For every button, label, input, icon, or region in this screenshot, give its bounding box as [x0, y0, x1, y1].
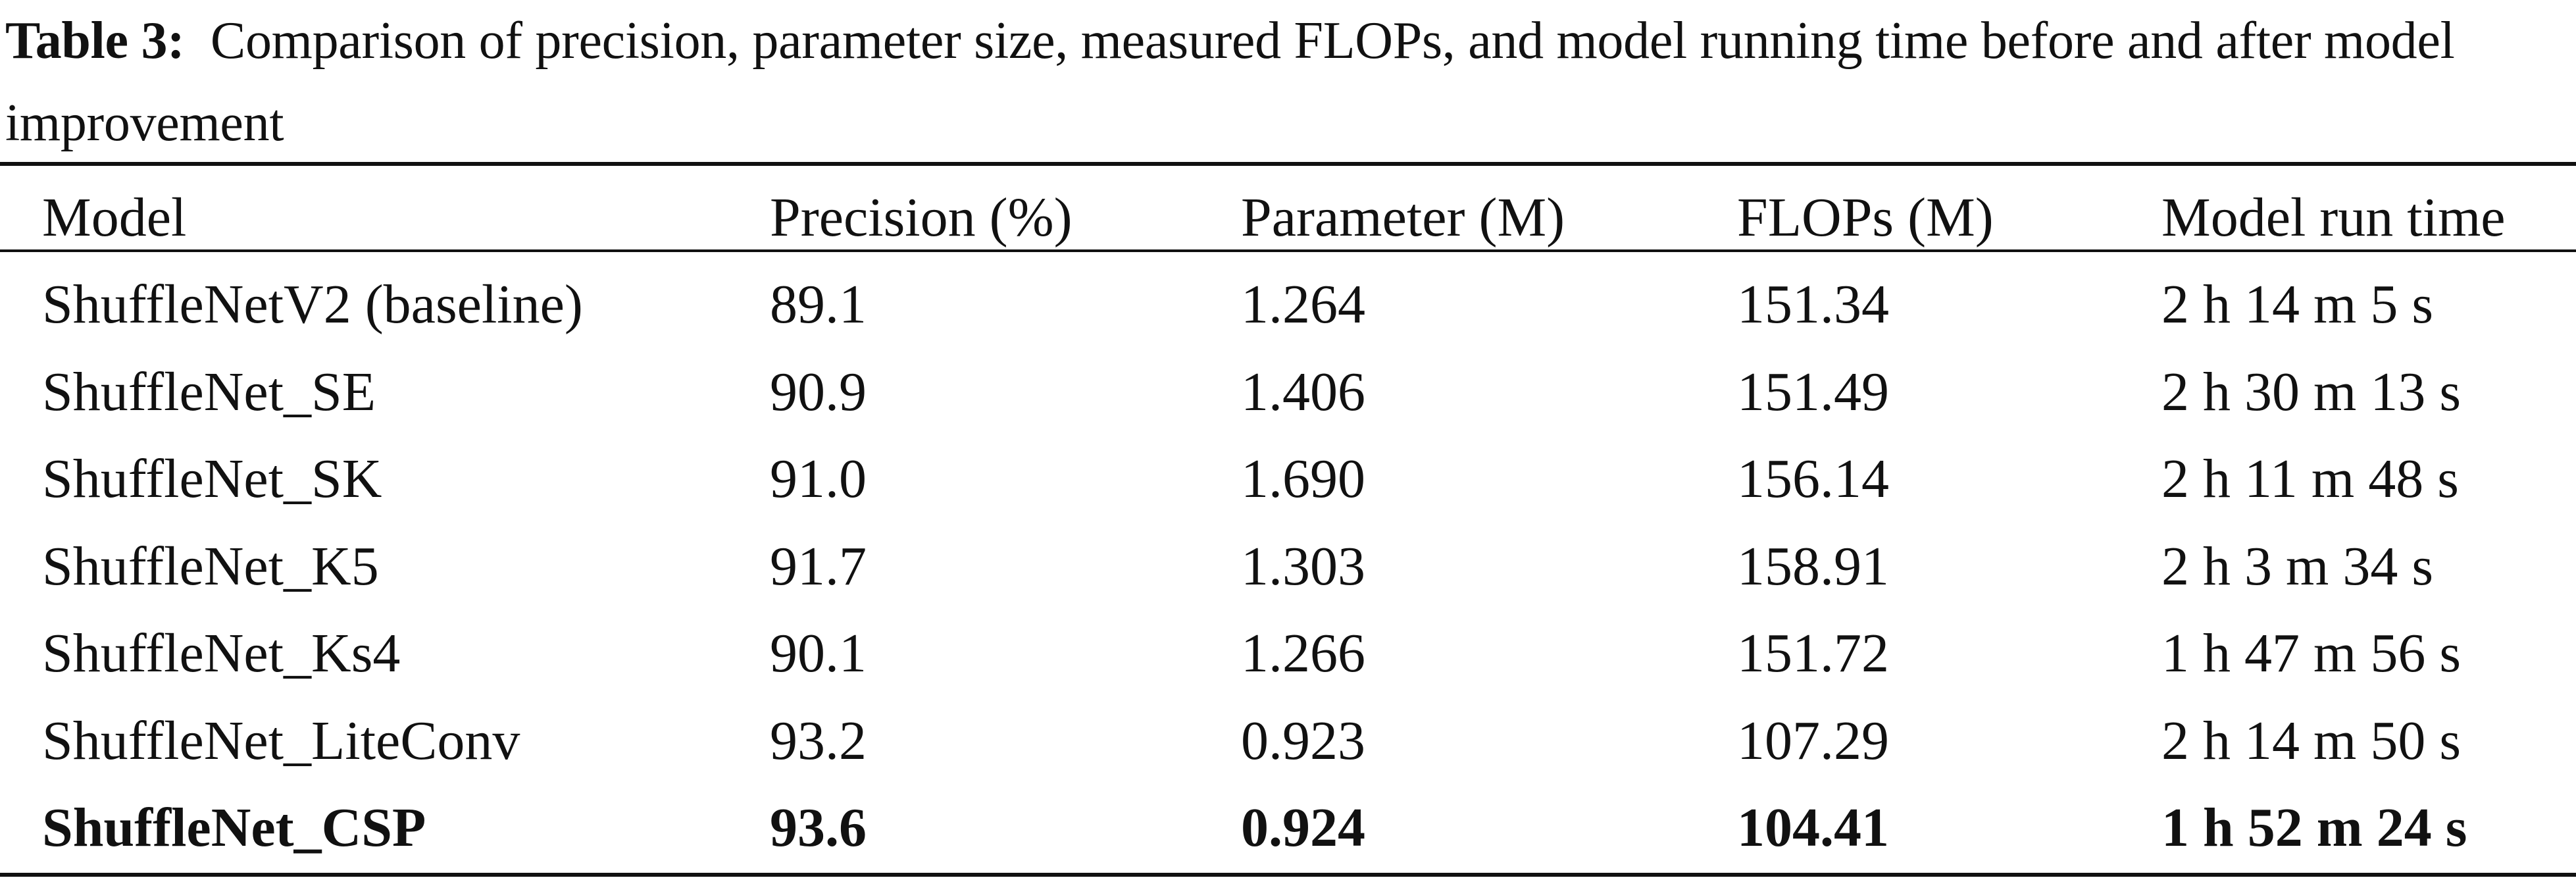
table-header-row: Model Precision (%) Parameter (M) FLOPs … [0, 174, 2576, 261]
cell-run-time: 2 h 11 m 48 s [2161, 448, 2459, 509]
cell-parameter: 0.924 [1241, 797, 1365, 858]
cell-flops: 156.14 [1737, 448, 1889, 509]
table-row: ShuffleNet_Ks4 90.1 1.266 151.72 1 h 47 m 56… [0, 610, 2576, 697]
cell-run-time: 2 h 30 m 13 s [2161, 361, 2462, 423]
column-header-model: Model [42, 187, 187, 248]
cell-flops: 151.34 [1737, 274, 1889, 335]
cell-model: ShuffleNet_SE [42, 361, 376, 423]
cell-run-time: 1 h 52 m 24 s [2161, 797, 2467, 858]
cell-parameter: 1.406 [1241, 361, 1365, 423]
table-caption: Table 3: Comparison of precision, parame… [5, 0, 2571, 165]
table-row: ShuffleNet_LiteConv 93.2 0.923 107.29 2 h 14… [0, 698, 2576, 785]
column-header-flops: FLOPs (M) [1737, 187, 1994, 248]
cell-precision: 90.1 [770, 623, 867, 684]
cell-run-time: 2 h 3 m 34 s [2161, 535, 2434, 597]
cell-run-time: 2 h 14 m 50 s [2161, 710, 2462, 771]
cell-flops: 151.72 [1737, 623, 1889, 684]
table-row: ShuffleNet_CSP 93.6 0.924 104.41 1 h 52 m 24… [0, 785, 2576, 871]
table-row: ShuffleNet_SK 91.0 1.690 156.14 2 h 11 m 48 … [0, 436, 2576, 523]
cell-parameter: 1.303 [1241, 535, 1365, 597]
cell-model: ShuffleNet_CSP [42, 797, 426, 858]
table-bottom-rule [0, 873, 2576, 877]
cell-flops: 151.49 [1737, 361, 1889, 423]
column-header-parameter: Parameter (M) [1241, 187, 1565, 248]
table-caption-label: Table 3: [5, 12, 185, 70]
cell-parameter: 0.923 [1241, 710, 1365, 771]
cell-model: ShuffleNet_SK [42, 448, 382, 509]
cell-model: ShuffleNet_Ks4 [42, 623, 401, 684]
column-header-run-time: Model run time [2161, 187, 2506, 248]
cell-precision: 93.6 [770, 797, 867, 858]
table-row: ShuffleNet_SE 90.9 1.406 151.49 2 h 30 m 13 … [0, 349, 2576, 436]
table-row: ShuffleNet_K5 91.7 1.303 158.91 2 h 3 m 34 s [0, 523, 2576, 610]
cell-model: ShuffleNetV2 (baseline) [42, 274, 583, 335]
cell-precision: 91.0 [770, 448, 867, 509]
cell-flops: 104.41 [1737, 797, 1889, 858]
table-top-rule [0, 162, 2576, 166]
cell-flops: 158.91 [1737, 535, 1889, 597]
cell-precision: 89.1 [770, 274, 867, 335]
table-caption-text: Comparison of precision, parameter size,… [5, 12, 2455, 152]
cell-model: ShuffleNet_K5 [42, 535, 379, 597]
cell-parameter: 1.264 [1241, 274, 1365, 335]
cell-precision: 93.2 [770, 710, 867, 771]
table-row: ShuffleNetV2 (baseline) 89.1 1.264 151.34 2 … [0, 261, 2576, 348]
cell-precision: 91.7 [770, 535, 867, 597]
cell-parameter: 1.690 [1241, 448, 1365, 509]
cell-flops: 107.29 [1737, 710, 1889, 771]
cell-model: ShuffleNet_LiteConv [42, 710, 520, 771]
cell-parameter: 1.266 [1241, 623, 1365, 684]
table-header-rule [0, 249, 2576, 252]
cell-precision: 90.9 [770, 361, 867, 423]
cell-run-time: 2 h 14 m 5 s [2161, 274, 2434, 335]
column-header-precision: Precision (%) [770, 187, 1073, 248]
cell-run-time: 1 h 47 m 56 s [2161, 623, 2462, 684]
